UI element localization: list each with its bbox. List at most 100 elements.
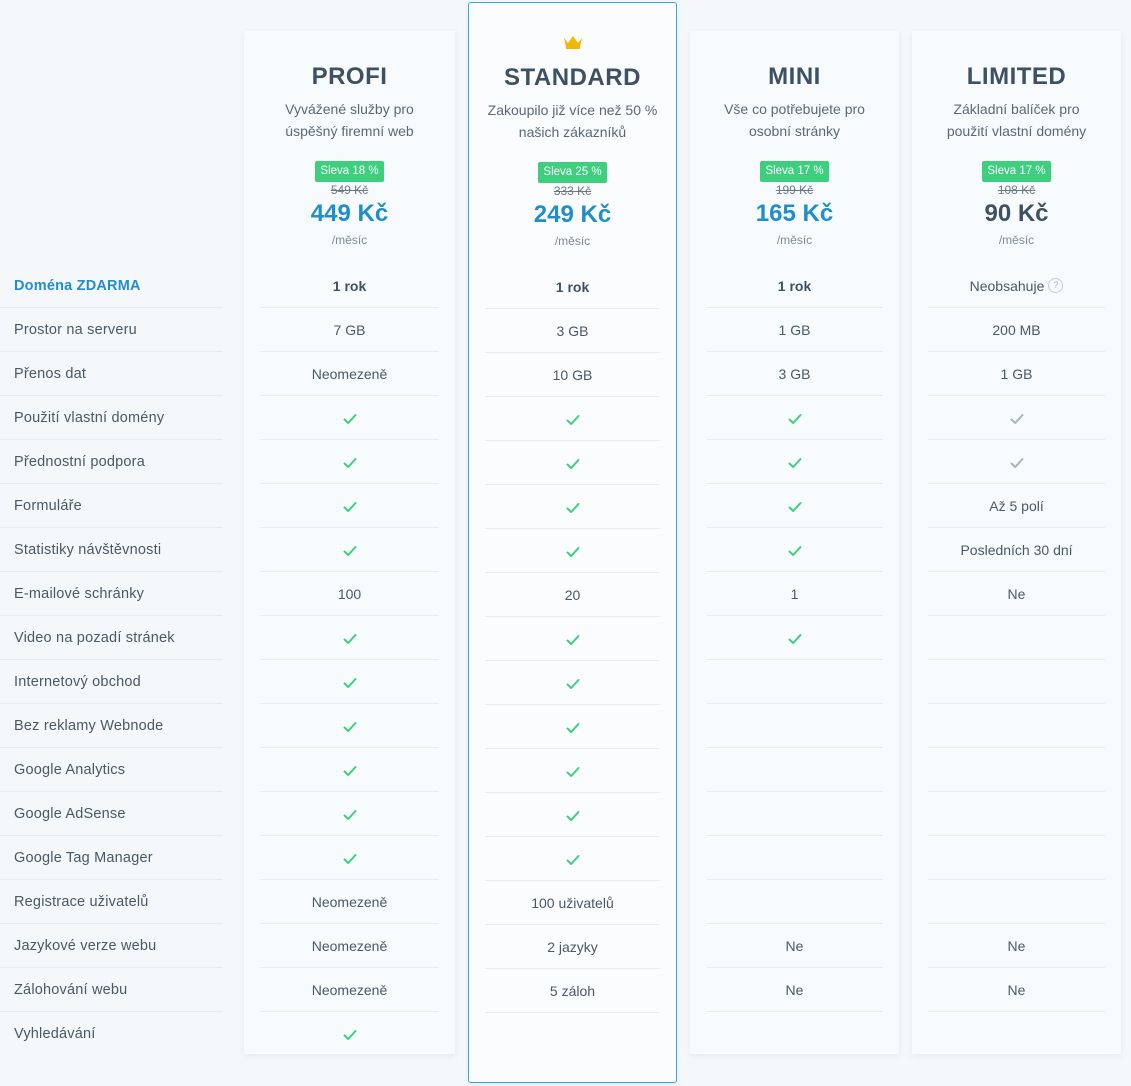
feature-value xyxy=(260,660,439,704)
feature-value: 3 GB xyxy=(706,352,883,396)
plan-card-limited: LIMITED Základní balíček pro použití vlas… xyxy=(912,31,1121,1054)
feature-value xyxy=(928,616,1105,660)
old-price: 333 Kč xyxy=(553,184,592,198)
feature-value xyxy=(485,793,660,837)
help-icon[interactable]: ? xyxy=(1048,278,1064,294)
feature-value xyxy=(928,440,1105,484)
feature-value xyxy=(928,1012,1105,1056)
discount-badge: Sleva 17 % xyxy=(760,161,829,182)
feature-value xyxy=(928,704,1105,748)
feature-label: Prostor na serveru xyxy=(0,308,222,352)
feature-value xyxy=(706,484,883,528)
check-icon xyxy=(343,634,356,645)
feature-value xyxy=(485,705,660,749)
plan-card-standard: STANDARD Zakoupilo již více než 50 % naši… xyxy=(468,2,677,1083)
feature-value xyxy=(260,836,439,880)
feature-label: E-mailové schránky xyxy=(0,572,222,616)
feature-value: Neomezeně xyxy=(260,352,439,396)
feature-value xyxy=(706,880,883,924)
feature-label: Google Tag Manager xyxy=(0,836,222,880)
feature-value: 5 záloh xyxy=(485,969,660,1013)
discount-badge: Sleva 18 % xyxy=(315,161,384,182)
feature-label: Internetový obchod xyxy=(0,660,222,704)
feature-value: Neomezeně xyxy=(260,968,439,1012)
check-icon xyxy=(1010,458,1023,469)
feature-value xyxy=(706,396,883,440)
feature-label: Doména ZDARMA xyxy=(0,264,222,308)
plan-feature-values: 1 rok 7 GB Neomezeně 100 Neomezeně Neomezeně N… xyxy=(260,264,439,1056)
feature-value: 1 rok xyxy=(706,264,883,308)
feature-value: 3 GB xyxy=(485,309,660,353)
feature-value: Neomezeně xyxy=(260,880,439,924)
check-icon xyxy=(343,546,356,557)
check-icon xyxy=(343,458,356,469)
check-icon xyxy=(566,723,579,734)
check-icon xyxy=(343,854,356,865)
feature-label: Použití vlastní domény xyxy=(0,396,222,440)
feature-value xyxy=(928,660,1105,704)
check-icon xyxy=(788,546,801,557)
feature-value: Ne xyxy=(706,924,883,968)
feature-value xyxy=(706,1012,883,1056)
check-icon xyxy=(343,810,356,821)
check-icon xyxy=(343,722,356,733)
feature-label: Přenos dat xyxy=(0,352,222,396)
price: 449 Kč xyxy=(310,200,389,227)
feature-label: Jazykové verze webu xyxy=(0,924,222,968)
feature-value: 1 GB xyxy=(928,352,1105,396)
check-icon xyxy=(566,855,579,866)
feature-value xyxy=(706,660,883,704)
feature-value xyxy=(260,792,439,836)
plan-description: Vše co potřebujete pro osobní stránky xyxy=(724,101,865,139)
feature-label: Registrace uživatelů xyxy=(0,880,222,924)
feature-value xyxy=(706,440,883,484)
discount-badge: Sleva 17 % xyxy=(982,161,1051,182)
check-icon xyxy=(566,767,579,778)
plan-name: PROFI xyxy=(311,63,388,90)
feature-value: 1 xyxy=(706,572,883,616)
plan-feature-values: 1 rok 1 GB 3 GB 1 Ne Ne xyxy=(706,264,883,1056)
plan-feature-values: Neobsahuje? 200 MB 1 GB Až 5 polí Posledních… xyxy=(928,264,1105,1056)
check-icon xyxy=(788,502,801,513)
discount-badge: Sleva 25 % xyxy=(538,162,607,183)
check-icon xyxy=(343,502,356,513)
feature-label: Bez reklamy Webnode xyxy=(0,704,222,748)
feature-label: Google Analytics xyxy=(0,748,222,792)
price-period: /měsíc xyxy=(776,233,813,247)
feature-list: Doména ZDARMA Prostor na serveru Přenos da… xyxy=(0,264,222,1056)
price-period: /měsíc xyxy=(331,233,368,247)
feature-value: Ne xyxy=(706,968,883,1012)
price: 90 Kč xyxy=(984,200,1049,227)
feature-value: Neomezeně xyxy=(260,924,439,968)
feature-value xyxy=(260,704,439,748)
plan-description: Zakoupilo již více než 50 % našich zákazn… xyxy=(487,102,658,140)
feature-value xyxy=(706,748,883,792)
feature-value: 7 GB xyxy=(260,308,439,352)
feature-value: 1 rok xyxy=(485,265,660,309)
check-icon xyxy=(788,634,801,645)
old-price: 199 Kč xyxy=(775,183,814,197)
check-icon xyxy=(566,811,579,822)
feature-value: 100 xyxy=(260,572,439,616)
check-icon xyxy=(788,458,801,469)
feature-label: Statistiky návštěvnosti xyxy=(0,528,222,572)
feature-value xyxy=(928,880,1105,924)
check-icon xyxy=(566,415,579,426)
feature-value: 20 xyxy=(485,573,660,617)
feature-value xyxy=(260,440,439,484)
check-icon xyxy=(788,414,801,425)
check-icon xyxy=(566,635,579,646)
feature-value xyxy=(485,397,660,441)
feature-value xyxy=(706,704,883,748)
feature-value xyxy=(706,616,883,660)
check-icon xyxy=(1010,414,1023,425)
feature-value xyxy=(928,748,1105,792)
feature-label: Formuláře xyxy=(0,484,222,528)
feature-value xyxy=(485,837,660,881)
plan-name: STANDARD xyxy=(504,64,641,91)
old-price: 108 Kč xyxy=(997,183,1036,197)
feature-value: 100 uživatelů xyxy=(485,881,660,925)
check-icon xyxy=(343,678,356,689)
feature-value xyxy=(706,792,883,836)
feature-value xyxy=(260,484,439,528)
